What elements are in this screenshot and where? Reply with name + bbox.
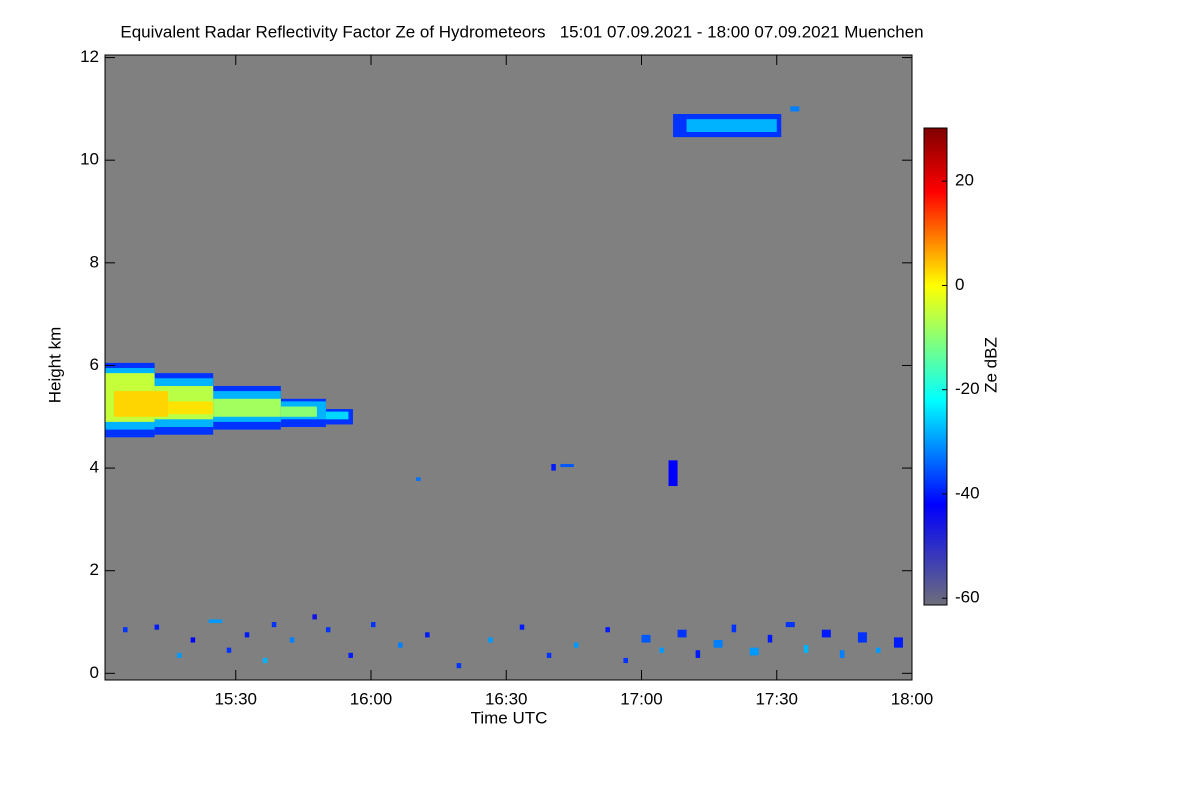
echo-cell (686, 119, 777, 132)
y-tick-label: 12 (80, 47, 99, 66)
echo-cell (893, 637, 903, 648)
echo-cell (168, 401, 214, 415)
echo-cell (271, 622, 277, 628)
echo-cell (262, 657, 268, 664)
echo-cell (659, 647, 665, 653)
x-tick-label: 15:30 (214, 689, 257, 708)
echo-cell (325, 411, 349, 420)
colorbar-tick-label: -60 (955, 588, 980, 607)
echo-cell (213, 398, 281, 417)
echo-cell (803, 645, 809, 653)
echo-cell (767, 634, 773, 643)
x-tick-label: 17:30 (755, 689, 798, 708)
echo-cell (348, 652, 353, 658)
echo-cell (208, 619, 223, 624)
colorbar-tick-label: 20 (955, 171, 974, 190)
y-tick-label: 2 (90, 560, 99, 579)
echo-cell (226, 647, 232, 653)
echo-cell (190, 637, 196, 643)
echo-cell (123, 627, 128, 633)
echo-cell (839, 650, 845, 658)
echo-cell (785, 622, 795, 628)
echo-cell (551, 463, 556, 471)
echo-cell (605, 627, 610, 633)
x-axis-label: Time UTC (471, 708, 548, 727)
echo-cell (312, 614, 317, 620)
echo-cell (114, 391, 169, 417)
chart-title: Equivalent Radar Reflectivity Factor Ze … (120, 22, 923, 41)
echo-cell (456, 663, 462, 669)
echo-cell (790, 106, 800, 112)
echo-cell (875, 647, 881, 653)
colorbar (923, 127, 948, 606)
echo-cell (177, 652, 182, 658)
echo-cell (668, 460, 678, 487)
y-tick-label: 4 (90, 458, 99, 477)
echo-cell (370, 622, 376, 628)
y-tick-label: 10 (80, 150, 99, 169)
echo-cell (731, 624, 737, 633)
echo-cell (573, 642, 579, 648)
echo-cell (244, 632, 250, 638)
echo-cell (519, 624, 525, 630)
echo-cell (641, 634, 651, 643)
x-tick-label: 17:00 (620, 689, 663, 708)
echo-cell (154, 624, 160, 630)
y-tick-label: 6 (90, 355, 99, 374)
echo-cell (546, 652, 552, 658)
echo-cell (488, 637, 493, 643)
colorbar-tick-label: -40 (955, 483, 980, 502)
x-tick-label: 16:30 (485, 689, 528, 708)
echo-cell (677, 629, 687, 638)
echo-cell (280, 406, 317, 417)
x-tick-label: 16:00 (350, 689, 393, 708)
echo-cell (623, 657, 628, 664)
colorbar-tick-label: -20 (955, 379, 980, 398)
echo-cell (398, 642, 403, 648)
echo-cell (821, 629, 831, 638)
echo-cell (289, 637, 295, 643)
echo-cell (425, 632, 430, 638)
plot-background (105, 55, 912, 680)
y-axis-label: Height km (45, 327, 64, 404)
x-tick-label: 18:00 (891, 689, 934, 708)
echo-cell (713, 639, 723, 648)
echo-cell (416, 477, 421, 481)
plot-frame (104, 54, 913, 681)
echo-cell (560, 463, 574, 468)
echo-cell (749, 647, 759, 656)
echo-cell (325, 627, 331, 633)
y-tick-label: 8 (90, 252, 99, 271)
colorbar-label: Ze dBZ (981, 337, 1000, 393)
echo-cell (695, 650, 701, 658)
y-tick-label: 0 (90, 663, 99, 682)
echo-cell (857, 632, 867, 643)
colorbar-tick-label: 0 (955, 275, 964, 294)
